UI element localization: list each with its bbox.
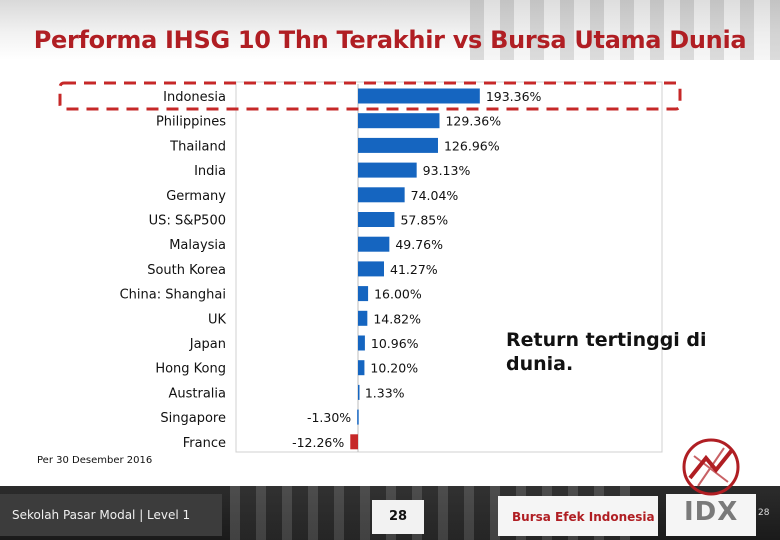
footer-course-label: Sekolah Pasar Modal | Level 1 — [0, 494, 222, 536]
value-label-9: 14.82% — [373, 311, 421, 326]
value-label-13: -1.30% — [307, 410, 351, 425]
slide-title: Performa IHSG 10 Thn Terakhir vs Bursa U… — [33, 26, 747, 54]
bar-13 — [357, 409, 359, 425]
category-label-0: Indonesia — [163, 90, 226, 105]
bar-7 — [358, 261, 385, 277]
callout-text: Return tertinggi di dunia. — [506, 329, 707, 375]
category-label-1: Philippines — [156, 115, 226, 130]
brand-name: Bursa Efek Indonesia — [512, 510, 655, 524]
category-label-13: Singapore — [160, 411, 226, 426]
page-number-center: 28 — [372, 500, 424, 534]
page-number-right: 28 — [758, 508, 770, 518]
date-note: Per 30 Desember 2016 — [37, 455, 153, 466]
category-label-11: Hong Kong — [155, 362, 226, 377]
idx-logo-icon — [682, 438, 740, 496]
category-label-4: Germany — [166, 189, 226, 204]
idx-logo-text: IDX — [684, 497, 739, 527]
bar-14 — [350, 434, 358, 450]
bar-6 — [358, 236, 390, 252]
value-label-11: 10.20% — [370, 361, 418, 376]
header-band — [0, 0, 780, 60]
bar-1 — [358, 113, 440, 129]
value-label-4: 74.04% — [411, 188, 459, 203]
category-label-5: US: S&P500 — [149, 214, 226, 229]
value-label-12: 1.33% — [365, 385, 405, 400]
value-label-7: 41.27% — [390, 262, 438, 277]
bar-9 — [358, 310, 368, 326]
value-label-14: -12.26% — [292, 435, 344, 450]
plot-area — [235, 81, 663, 453]
value-label-8: 16.00% — [374, 287, 422, 302]
header-photo — [470, 0, 780, 60]
category-label-2: Thailand — [169, 139, 226, 154]
value-label-3: 93.13% — [423, 163, 471, 178]
bar-11 — [358, 360, 365, 376]
brand-box — [498, 496, 658, 536]
bar-4 — [358, 187, 405, 203]
bar-3 — [358, 162, 417, 178]
category-label-10: Japan — [189, 337, 226, 352]
category-label-9: UK — [208, 312, 227, 327]
bar-2 — [358, 137, 438, 153]
value-label-1: 129.36% — [445, 114, 501, 129]
category-label-3: India — [194, 164, 226, 179]
value-label-5: 57.85% — [400, 213, 448, 228]
value-label-10: 10.96% — [371, 336, 419, 351]
value-label-2: 126.96% — [444, 138, 500, 153]
bar-12 — [358, 384, 360, 400]
bar-5 — [358, 212, 395, 227]
value-label-6: 49.76% — [395, 237, 443, 252]
highlight-frame — [58, 81, 682, 111]
category-label-12: Australia — [168, 386, 226, 401]
category-label-7: South Korea — [147, 263, 226, 278]
bar-8 — [358, 286, 369, 302]
category-label-14: France — [183, 436, 226, 451]
bar-10 — [358, 335, 365, 351]
value-label-0: 193.36% — [486, 89, 542, 104]
bar-0 — [358, 88, 480, 104]
category-label-6: Malaysia — [169, 238, 226, 253]
logo-box — [666, 494, 756, 536]
category-label-8: China: Shanghai — [120, 288, 226, 303]
